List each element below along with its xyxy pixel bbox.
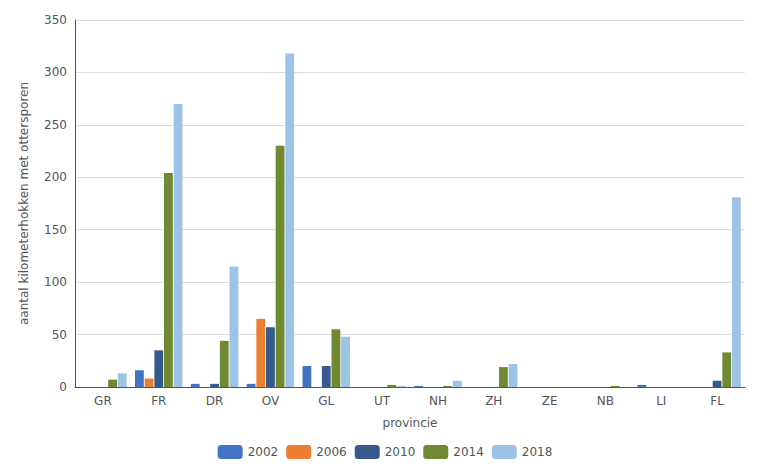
- svg-text:DR: DR: [206, 394, 224, 408]
- svg-text:FL: FL: [710, 394, 724, 408]
- svg-text:2006: 2006: [316, 445, 347, 459]
- svg-text:2014: 2014: [453, 445, 484, 459]
- svg-text:LI: LI: [656, 394, 666, 408]
- svg-text:provincie: provincie: [383, 416, 438, 430]
- svg-text:UT: UT: [374, 394, 391, 408]
- svg-text:200: 200: [44, 170, 67, 184]
- svg-text:300: 300: [44, 65, 67, 79]
- svg-text:ZH: ZH: [485, 394, 502, 408]
- svg-text:GL: GL: [318, 394, 334, 408]
- svg-text:GR: GR: [94, 394, 112, 408]
- svg-text:0: 0: [59, 380, 67, 394]
- svg-text:100: 100: [44, 275, 67, 289]
- svg-text:250: 250: [44, 118, 67, 132]
- svg-text:50: 50: [52, 328, 67, 342]
- svg-text:NH: NH: [429, 394, 447, 408]
- svg-text:FR: FR: [151, 394, 166, 408]
- svg-text:aantal kilometerhokken met ott: aantal kilometerhokken met ottersporen: [17, 82, 31, 325]
- svg-text:2010: 2010: [385, 445, 416, 459]
- svg-text:NB: NB: [597, 394, 614, 408]
- svg-text:350: 350: [44, 13, 67, 27]
- svg-text:ZE: ZE: [542, 394, 558, 408]
- svg-text:OV: OV: [262, 394, 280, 408]
- svg-text:150: 150: [44, 223, 67, 237]
- svg-text:2018: 2018: [522, 445, 553, 459]
- svg-text:2002: 2002: [248, 445, 279, 459]
